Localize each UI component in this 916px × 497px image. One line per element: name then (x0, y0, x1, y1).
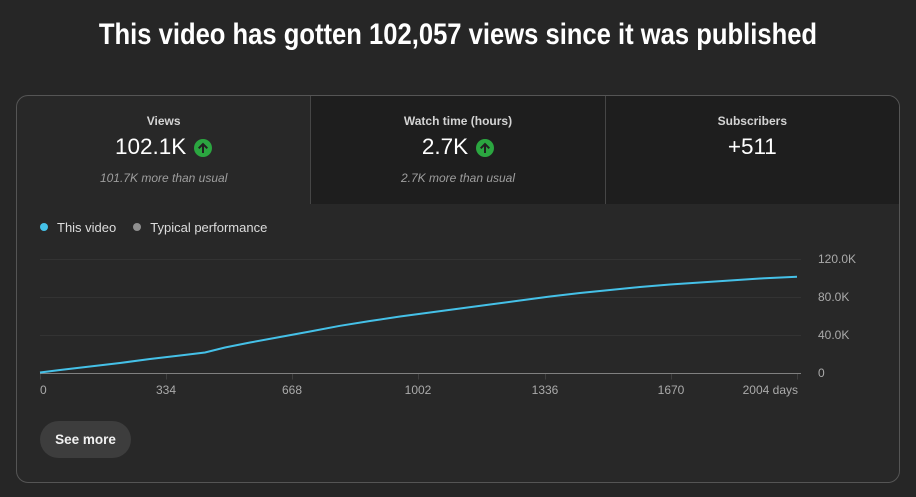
svg-text:1002: 1002 (405, 383, 432, 397)
svg-text:668: 668 (282, 383, 302, 397)
svg-text:0: 0 (40, 383, 47, 397)
svg-text:334: 334 (156, 383, 176, 397)
svg-text:1670: 1670 (658, 383, 685, 397)
svg-text:40.0K: 40.0K (818, 328, 849, 342)
svg-text:80.0K: 80.0K (818, 290, 849, 304)
svg-text:120.0K: 120.0K (818, 252, 856, 266)
svg-text:1336: 1336 (532, 383, 559, 397)
svg-text:0: 0 (818, 366, 825, 380)
svg-text:2004 days: 2004 days (743, 383, 798, 397)
